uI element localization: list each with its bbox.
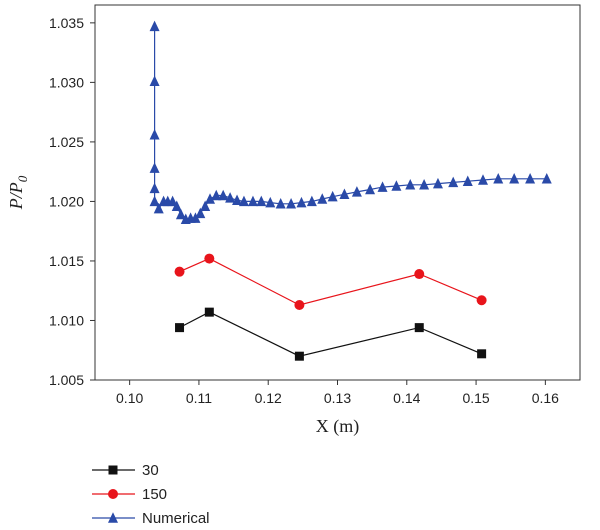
triangle-marker xyxy=(149,20,160,32)
x-axis-title: X (m) xyxy=(316,416,360,437)
triangle-marker xyxy=(365,183,376,195)
x-tick-label: 0.12 xyxy=(255,390,282,406)
circle-marker xyxy=(108,489,118,499)
triangle-marker xyxy=(306,195,317,207)
triangle-marker xyxy=(149,129,160,140)
series-numerical xyxy=(149,20,552,225)
circle-marker xyxy=(204,253,215,264)
legend-label: 150 xyxy=(142,486,167,503)
triangle-marker xyxy=(225,192,236,203)
triangle-marker xyxy=(205,193,216,204)
triangle-marker xyxy=(149,182,160,194)
triangle-marker xyxy=(317,193,328,204)
series-150 xyxy=(174,253,487,310)
triangle-marker xyxy=(200,200,211,211)
square-marker xyxy=(108,465,118,475)
legend-item: 30 xyxy=(92,462,159,479)
triangle-marker xyxy=(211,189,222,201)
legend-label: Numerical xyxy=(142,510,210,527)
triangle-marker xyxy=(286,198,297,209)
triangle-marker xyxy=(432,177,443,189)
y-tick-label: 1.010 xyxy=(49,312,84,328)
triangle-marker xyxy=(339,188,350,200)
square-marker xyxy=(414,323,424,333)
triangle-marker xyxy=(509,173,520,184)
plot-frame xyxy=(94,4,581,381)
triangle-marker xyxy=(419,179,430,190)
triangle-marker xyxy=(149,75,160,86)
square-marker xyxy=(204,307,214,317)
legend: 30 150 Numerical xyxy=(92,462,210,527)
triangle-marker xyxy=(327,190,338,202)
y-tick-label: 1.025 xyxy=(49,134,84,150)
series-layer xyxy=(149,20,552,361)
triangle-marker xyxy=(195,207,206,219)
legend-item: Numerical xyxy=(92,510,210,527)
triangle-marker xyxy=(525,173,536,184)
series-line xyxy=(154,26,547,220)
y-axis-title-subscript: 0 xyxy=(15,175,30,182)
triangle-marker xyxy=(377,181,388,192)
y-tick-label: 1.015 xyxy=(49,253,84,269)
triangle-marker xyxy=(448,176,459,188)
triangle-marker xyxy=(238,195,249,207)
triangle-marker xyxy=(171,200,182,211)
triangle-marker xyxy=(275,198,286,209)
y-tick-label: 1.005 xyxy=(49,372,84,388)
circle-marker xyxy=(294,300,305,310)
legend-label: 30 xyxy=(142,462,159,479)
legend-item: 150 xyxy=(92,486,167,503)
circle-marker xyxy=(476,295,487,306)
square-marker xyxy=(294,351,304,361)
triangle-marker xyxy=(265,196,276,208)
series-30 xyxy=(175,307,487,361)
circle-marker xyxy=(414,269,425,280)
triangle-marker xyxy=(190,212,201,223)
x-tick-label: 0.15 xyxy=(462,390,489,406)
triangle-marker xyxy=(493,173,504,184)
triangle-marker xyxy=(247,195,258,207)
triangle-marker xyxy=(167,195,178,207)
plot-border xyxy=(94,4,581,381)
x-tick-label: 0.11 xyxy=(186,390,212,406)
triangle-marker xyxy=(218,189,229,201)
y-tick-label: 1.035 xyxy=(49,15,84,31)
square-marker xyxy=(175,323,185,333)
triangle-marker xyxy=(462,175,473,186)
y-axis-title: P/P0 xyxy=(6,175,30,210)
triangle-marker xyxy=(108,512,118,523)
x-axis-ticks: 0.10 0.11 0.12 0.13 0.14 0.15 0.16 xyxy=(116,380,559,406)
triangle-marker xyxy=(149,195,160,207)
x-tick-label: 0.16 xyxy=(532,390,559,406)
triangle-marker xyxy=(405,179,416,190)
triangle-marker xyxy=(153,202,164,214)
x-tick-label: 0.10 xyxy=(116,390,143,406)
y-axis-title-main: P/P xyxy=(6,182,26,210)
y-tick-label: 1.020 xyxy=(49,193,84,209)
series-line xyxy=(179,257,482,306)
triangle-marker xyxy=(351,186,362,197)
y-axis-ticks: 1.005 1.010 1.015 1.020 1.025 1.030 1.035 xyxy=(49,15,95,388)
triangle-marker xyxy=(541,173,552,184)
circle-marker xyxy=(174,266,185,277)
x-tick-label: 0.14 xyxy=(393,390,420,406)
triangle-marker xyxy=(232,194,243,205)
triangle-marker xyxy=(296,196,307,208)
triangle-marker xyxy=(478,174,488,185)
triangle-marker xyxy=(256,195,267,207)
triangle-marker xyxy=(149,162,160,173)
triangle-marker xyxy=(175,208,186,220)
svg-text:P/P0: P/P0 xyxy=(6,175,30,210)
triangle-marker xyxy=(391,180,402,191)
square-marker xyxy=(477,349,487,359)
x-tick-label: 0.13 xyxy=(324,390,351,406)
y-tick-label: 1.030 xyxy=(49,74,84,90)
series-line xyxy=(179,311,482,357)
